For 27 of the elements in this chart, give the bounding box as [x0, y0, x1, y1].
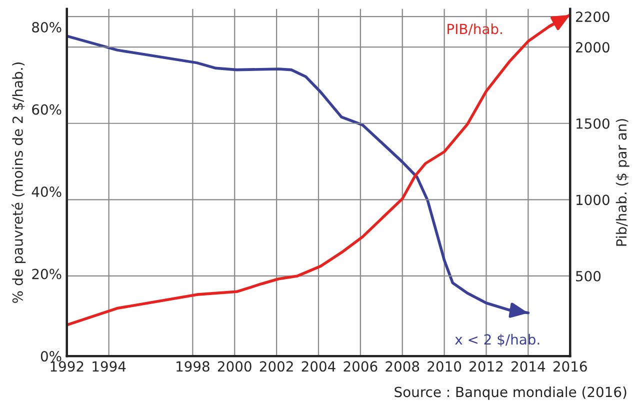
- x-tick-label: 2014: [512, 361, 546, 372]
- series-label: PIB/hab.: [448, 23, 502, 36]
- y2-axis-title: Pib/hab. ($ par an): [616, 119, 630, 246]
- line-series: [66, 13, 570, 326]
- y-tick-label: 20%: [32, 268, 62, 280]
- x-tick-label: 1992: [50, 361, 84, 372]
- x-tick-label: 2004: [302, 361, 336, 372]
- x-tick-label: 2012: [470, 361, 503, 372]
- y2-tick-label: 2200: [576, 12, 610, 22]
- x-tick-label: 2006: [344, 361, 378, 372]
- x-tick-label: 1994: [92, 361, 126, 372]
- x-tick-label: 2008: [386, 361, 420, 372]
- x-tick-label: 2010: [428, 361, 462, 372]
- x-tick-label: 1998: [176, 361, 210, 372]
- y-axis-title: % de pauvreté (moins de 2 $/hab.): [12, 62, 26, 303]
- y-tick-label: 60%: [32, 104, 62, 115]
- y-tick-label: 40%: [32, 186, 62, 198]
- y2-tick-label: 500: [576, 270, 601, 282]
- y2-tick-label: 2000: [576, 42, 610, 53]
- y2-tick-label: 1000: [576, 194, 610, 206]
- source-note: Source : Banque mondiale (2016): [394, 386, 626, 400]
- y-tick-label: 80%: [32, 22, 62, 33]
- x-tick-label: 2002: [260, 361, 293, 372]
- y-tick-label: 0%: [40, 351, 62, 362]
- x-tick-label: 2016: [553, 361, 587, 372]
- x-tick-label: 2000: [218, 361, 252, 372]
- y2-tick-label: 1500: [576, 118, 610, 129]
